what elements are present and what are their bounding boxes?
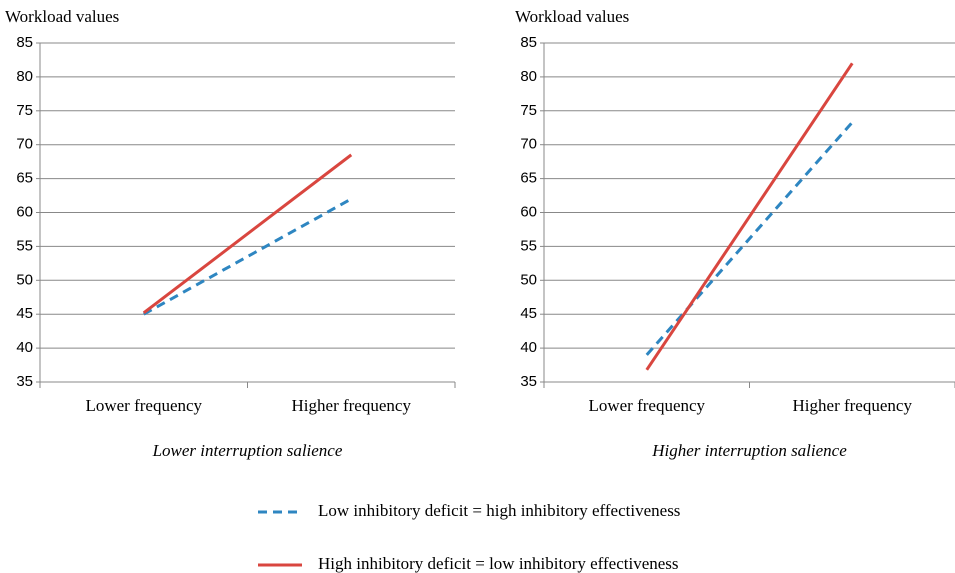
y-tick-label: 45 <box>520 305 537 322</box>
y-axis-title: Workload values <box>515 7 629 26</box>
subtitle: Higher interruption salience <box>651 441 847 460</box>
y-tick-label: 40 <box>520 339 537 356</box>
y-tick-label: 60 <box>520 203 537 220</box>
y-tick-label: 55 <box>16 237 33 254</box>
y-tick-label: 65 <box>520 170 537 187</box>
y-tick-label: 50 <box>520 271 537 288</box>
y-tick-label: 55 <box>520 237 537 254</box>
x-tick-label: Lower frequency <box>588 396 705 415</box>
subtitle: Lower interruption salience <box>152 441 343 460</box>
y-tick-label: 35 <box>520 373 537 390</box>
y-tick-label: 75 <box>16 102 33 119</box>
y-tick-label: 35 <box>16 373 33 390</box>
y-tick-label: 80 <box>520 68 537 85</box>
y-tick-label: 50 <box>16 271 33 288</box>
series-line <box>143 197 352 316</box>
series-line <box>645 62 854 371</box>
y-tick-label: 80 <box>16 68 33 85</box>
series-line <box>142 153 353 315</box>
legend-label: Low inhibitory deficit = high inhibitory… <box>318 501 680 520</box>
series-line <box>645 121 854 356</box>
y-tick-label: 65 <box>16 170 33 187</box>
y-axis-title: Workload values <box>5 7 119 26</box>
y-tick-label: 40 <box>16 339 33 356</box>
x-tick-label: Lower frequency <box>85 396 202 415</box>
y-tick-label: 85 <box>520 34 537 51</box>
y-tick-label: 70 <box>16 136 33 153</box>
x-tick-label: Higher frequency <box>793 396 913 415</box>
legend-label: High inhibitory deficit = low inhibitory… <box>318 554 679 573</box>
y-tick-label: 85 <box>16 34 33 51</box>
y-tick-label: 60 <box>16 203 33 220</box>
y-tick-label: 75 <box>520 102 537 119</box>
y-tick-label: 45 <box>16 305 33 322</box>
x-tick-label: Higher frequency <box>292 396 412 415</box>
y-tick-label: 70 <box>520 136 537 153</box>
